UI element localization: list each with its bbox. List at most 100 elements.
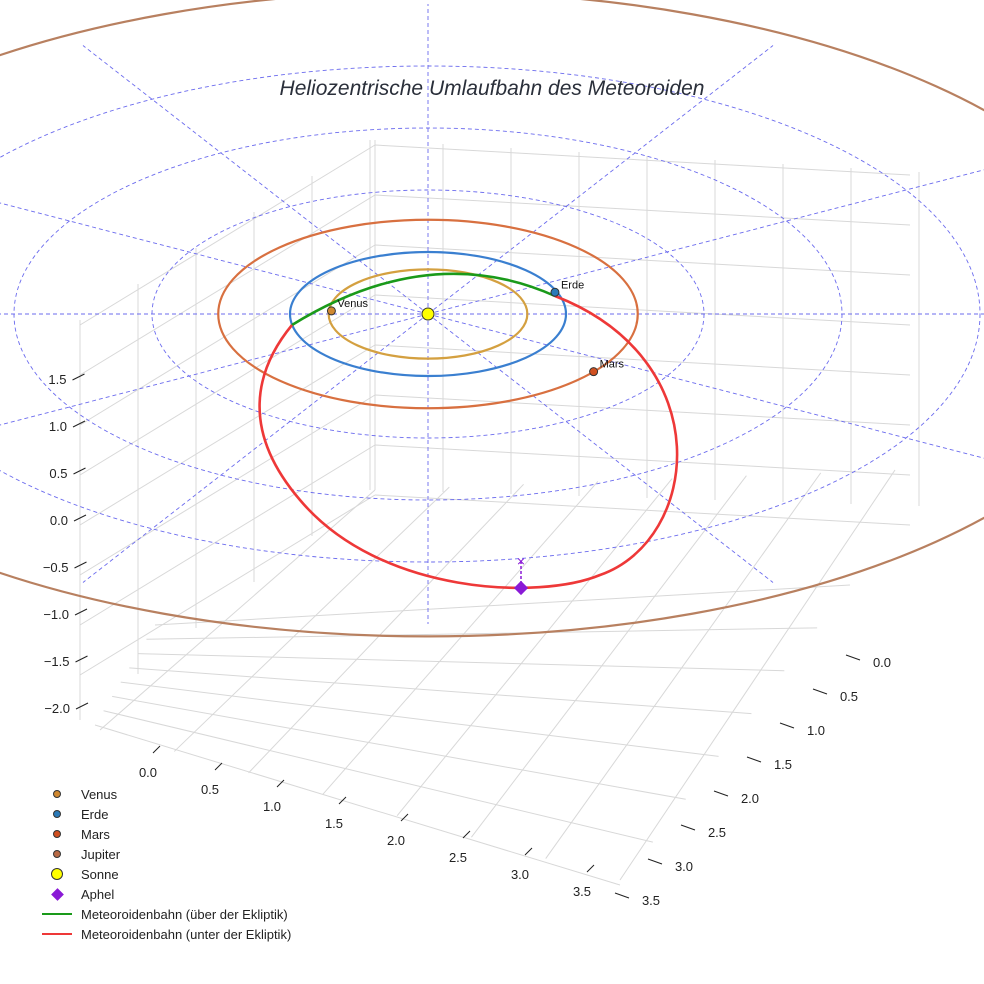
z-tick: [73, 514, 87, 522]
planet-erde: [550, 287, 560, 297]
legend-label: Mars: [81, 826, 110, 842]
ecliptic-radial: [427, 45, 774, 315]
y-tick: [746, 756, 762, 763]
z-tick-label: 0.0: [50, 513, 68, 528]
orbit-mars: [217, 218, 639, 410]
legend-label: Erde: [81, 806, 109, 822]
y-tick-label: 1.5: [774, 757, 792, 772]
z-tick-label: −1.0: [43, 607, 69, 622]
y-tick: [779, 722, 795, 729]
legend-item: Venus: [40, 784, 360, 804]
z-tick-label: 1.5: [48, 372, 66, 387]
y-tick: [713, 790, 729, 797]
ecliptic-radial: [427, 313, 774, 583]
z-tick-label: 0.5: [49, 466, 67, 481]
legend-marker-dot: [40, 784, 74, 804]
ecliptic-radial: [427, 169, 984, 315]
z-tick: [73, 467, 86, 475]
x-tick-label: 2.0: [387, 833, 405, 848]
legend-label: Aphel: [81, 886, 115, 902]
legend-label: Meteoroidenbahn (unter der Ekliptik): [81, 926, 292, 942]
z-tick: [72, 373, 85, 381]
x-tick: [152, 745, 161, 754]
x-tick-label: 2.5: [449, 850, 467, 865]
meteoroid-orbit-below: [258, 294, 679, 590]
z-tick: [75, 702, 89, 710]
y-tick-label: 0.0: [873, 655, 891, 670]
x-tick: [524, 847, 533, 856]
sun-marker: [421, 307, 435, 321]
z-tick: [75, 655, 88, 663]
legend-marker-dot: [40, 804, 74, 824]
x-tick-label: 0.0: [139, 765, 157, 780]
ecliptic-radial: [427, 313, 984, 459]
legend-item: Sonne: [40, 864, 360, 884]
y-tick-label: 2.0: [741, 791, 759, 806]
legend-item: Mars: [40, 824, 360, 844]
y-tick-label: 0.5: [840, 689, 858, 704]
planet-label-erde: Erde: [561, 279, 584, 291]
legend-item: Aphel: [40, 884, 360, 904]
z-tick: [74, 608, 88, 616]
orbit-markers: Venus Erde Mars ×: [326, 279, 625, 596]
legend-marker-diamond: [40, 884, 74, 904]
planet-venus: [326, 306, 336, 316]
y-tick: [680, 824, 696, 831]
meteoroid-orbit-above: [291, 272, 556, 327]
z-tick: [74, 561, 87, 569]
x-tick-label: 1.5: [325, 816, 343, 831]
y-tick-label: 2.5: [708, 825, 726, 840]
legend-item: Meteoroidenbahn (unter der Ekliptik): [40, 924, 360, 944]
legend-marker-line: [40, 924, 74, 944]
y-tick: [812, 688, 828, 695]
planet-mars: [589, 367, 599, 377]
planet-label-venus: Venus: [337, 298, 368, 310]
x-tick: [276, 779, 285, 788]
x-tick: [214, 762, 223, 771]
x-tick: [586, 864, 595, 873]
x-tick: [462, 830, 471, 839]
legend-label: Meteoroidenbahn (über der Ekliptik): [81, 906, 288, 922]
x-tick-label: 3.0: [511, 867, 529, 882]
y-tick-label: 3.5: [642, 893, 660, 908]
y-tick-label: 1.0: [807, 723, 825, 738]
orbit-jupiter: [0, 0, 984, 638]
ecliptic-radial: [82, 313, 429, 583]
axis-ticks: −2.0 −1.5 −1.0 −0.5 0.0 0.5 1.0 1.5 0.0 0.5 1.0 1.5…: [43, 372, 891, 908]
z-tick-label: 1.0: [49, 419, 67, 434]
z-tick-label: −2.0: [44, 701, 70, 716]
x-tick: [400, 813, 409, 822]
grid-panes: [79, 140, 920, 886]
legend-item: Meteoroidenbahn (über der Ekliptik): [40, 904, 360, 924]
ecliptic-radial: [0, 202, 429, 315]
x-tick: [338, 796, 347, 805]
legend-marker-dot: [40, 844, 74, 864]
chart-title: Heliozentrische Umlaufbahn des Meteoroid…: [280, 77, 705, 100]
x-tick-label: 3.5: [573, 884, 591, 899]
x-tick-label: 1.0: [263, 799, 281, 814]
aphel-marker: [513, 580, 529, 596]
y-tick: [845, 654, 861, 661]
legend-marker-sun: [40, 864, 74, 884]
y-tick: [647, 858, 663, 865]
legend-item: Erde: [40, 804, 360, 824]
legend-label: Jupiter: [81, 846, 121, 862]
legend: Venus Erde Mars Jupiter Sonne Aphel Meteoroide…: [40, 784, 360, 944]
x-tick-label: 0.5: [201, 782, 219, 797]
ecliptic-radial: [82, 45, 429, 315]
z-tick-label: −1.5: [44, 654, 70, 669]
y-tick: [614, 892, 630, 899]
planet-label-mars: Mars: [600, 359, 625, 371]
aphel-projection-mark: ×: [517, 553, 525, 569]
legend-marker-line: [40, 904, 74, 924]
legend-label: Venus: [81, 786, 118, 802]
z-tick: [72, 420, 86, 428]
orbit-erde: [288, 250, 568, 378]
y-tick-label: 3.0: [675, 859, 693, 874]
legend-item: Jupiter: [40, 844, 360, 864]
legend-marker-dot: [40, 824, 74, 844]
ecliptic-radial: [0, 313, 429, 426]
legend-label: Sonne: [81, 866, 119, 882]
z-tick-label: −0.5: [43, 560, 69, 575]
